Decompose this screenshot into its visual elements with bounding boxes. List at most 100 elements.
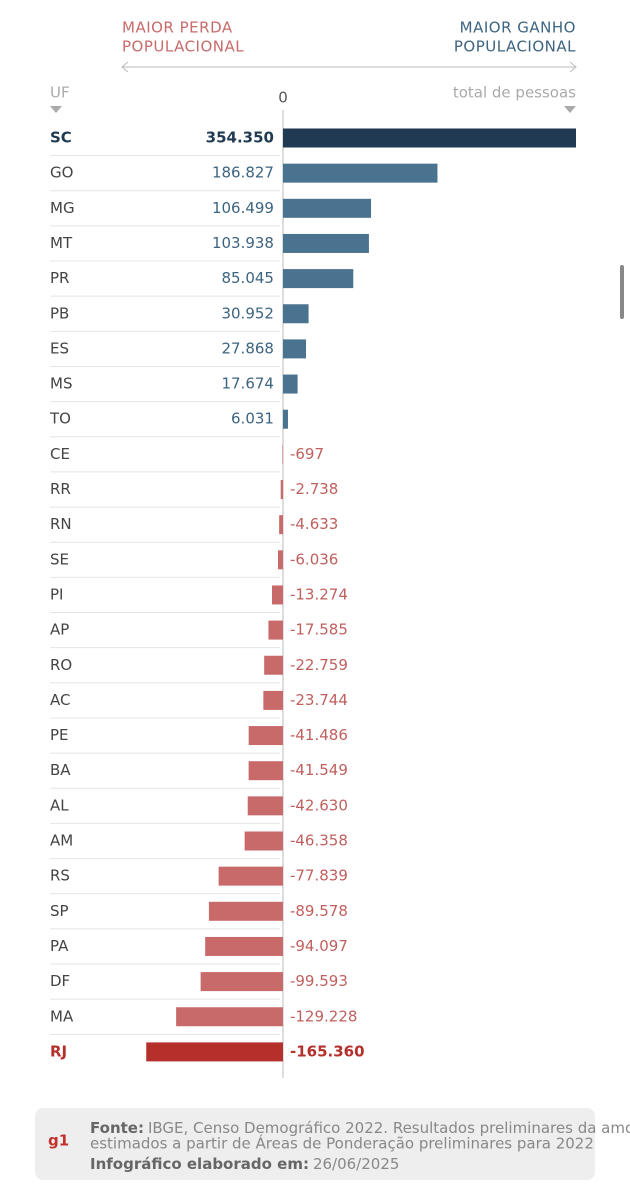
category-label: GO	[50, 164, 73, 182]
bar	[272, 585, 283, 605]
bar	[282, 444, 283, 464]
category-label: MG	[50, 199, 75, 217]
bar	[279, 515, 283, 535]
value-label: 106.499	[212, 199, 274, 217]
source-text: IBGE, Censo Demográfico 2022. Resultados…	[148, 1119, 630, 1137]
category-label: AM	[50, 832, 73, 850]
bar	[282, 374, 298, 394]
bar	[248, 726, 283, 746]
value-label: -4.633	[290, 515, 338, 533]
value-label: 30.952	[221, 304, 274, 322]
bar	[146, 1042, 283, 1062]
value-label: -89.578	[290, 902, 348, 920]
bar	[268, 620, 283, 640]
loss-label: POPULACIONAL	[122, 38, 244, 56]
bar	[282, 233, 369, 253]
value-label: 17.674	[221, 375, 274, 393]
value-label: -6.036	[290, 550, 338, 568]
bar	[264, 655, 283, 675]
date: 26/06/2025	[313, 1155, 399, 1173]
value-label: -13.274	[290, 585, 348, 603]
value-label: -42.630	[290, 796, 348, 814]
category-label: MS	[50, 375, 72, 393]
category-label: PB	[50, 304, 69, 322]
logo: g1	[48, 1132, 69, 1150]
value-label: -77.839	[290, 867, 348, 885]
category-label: PE	[50, 726, 69, 744]
value-label: -165.360	[290, 1042, 365, 1060]
category-label: SP	[50, 902, 69, 920]
category-label: PI	[50, 585, 63, 603]
bar	[282, 198, 372, 218]
value-label: -41.486	[290, 726, 348, 744]
value-label: -22.759	[290, 656, 348, 674]
bar	[277, 550, 283, 570]
bar	[244, 831, 283, 851]
value-label: -94.097	[290, 937, 348, 955]
loss-label: MAIOR PERDA	[122, 19, 233, 37]
bar	[208, 901, 283, 921]
bar	[282, 163, 438, 183]
category-label: RR	[50, 480, 71, 498]
bar	[247, 796, 283, 816]
category-label: SE	[50, 550, 69, 568]
bar	[176, 1007, 283, 1027]
value-label: -99.593	[290, 972, 348, 990]
bar	[282, 339, 307, 359]
scrollbar	[620, 265, 624, 319]
arrow-heads	[121, 61, 577, 73]
category-label: MT	[50, 234, 73, 252]
value-header: total de pessoas	[453, 84, 576, 102]
value-label: 6.031	[231, 410, 274, 428]
footer-box	[35, 1108, 595, 1180]
bar	[263, 690, 283, 710]
value-label: -2.738	[290, 480, 338, 498]
gain-label: POPULACIONAL	[454, 38, 576, 56]
footer-date: Infográfico elaborado em: 26/06/2025	[90, 1155, 399, 1173]
category-label: SC	[50, 129, 72, 147]
category-label: RO	[50, 656, 72, 674]
value-label: -41.549	[290, 761, 348, 779]
category-label: CE	[50, 445, 70, 463]
value-label: 354.350	[206, 129, 274, 147]
date-label: Infográfico elaborado em:	[90, 1155, 309, 1173]
gain-label: MAIOR GANHO	[460, 19, 576, 37]
bar	[280, 480, 283, 499]
category-label: RJ	[50, 1042, 67, 1060]
value-label: -697	[290, 445, 324, 463]
value-label: -46.358	[290, 832, 348, 850]
value-label: 85.045	[221, 269, 274, 287]
bar	[248, 761, 283, 781]
value-label: 186.827	[212, 164, 274, 182]
bar	[218, 866, 283, 886]
value-label: 103.938	[212, 234, 274, 252]
category-label: BA	[50, 761, 71, 779]
bar	[200, 972, 283, 992]
category-label: AL	[50, 796, 69, 814]
x-tick-label: 0	[278, 89, 288, 107]
value-label: -23.744	[290, 691, 348, 709]
category-label: AC	[50, 691, 70, 709]
sort-indicator	[564, 106, 576, 113]
sort-indicator	[50, 106, 62, 113]
value-label: -17.585	[290, 621, 348, 639]
category-header: UF	[50, 84, 70, 102]
bar	[282, 304, 309, 324]
value-label: 27.868	[221, 339, 274, 357]
category-label: PR	[50, 269, 69, 287]
source-label: Fonte:	[90, 1119, 144, 1137]
bar	[205, 936, 283, 956]
category-label: RS	[50, 867, 70, 885]
category-label: ES	[50, 339, 69, 357]
bar	[282, 128, 576, 148]
category-label: PA	[50, 937, 69, 955]
category-label: RN	[50, 515, 72, 533]
category-label: DF	[50, 972, 70, 990]
bar	[282, 269, 354, 289]
value-label: -129.228	[290, 1007, 357, 1025]
category-label: MA	[50, 1007, 74, 1025]
category-label: TO	[49, 410, 71, 428]
footer-source: Fonte: IBGE, Censo Demográfico 2022. Resu…	[90, 1119, 630, 1137]
bar	[282, 409, 288, 429]
source-text: estimados a partir de Áreas de Ponderaçã…	[90, 1134, 594, 1153]
